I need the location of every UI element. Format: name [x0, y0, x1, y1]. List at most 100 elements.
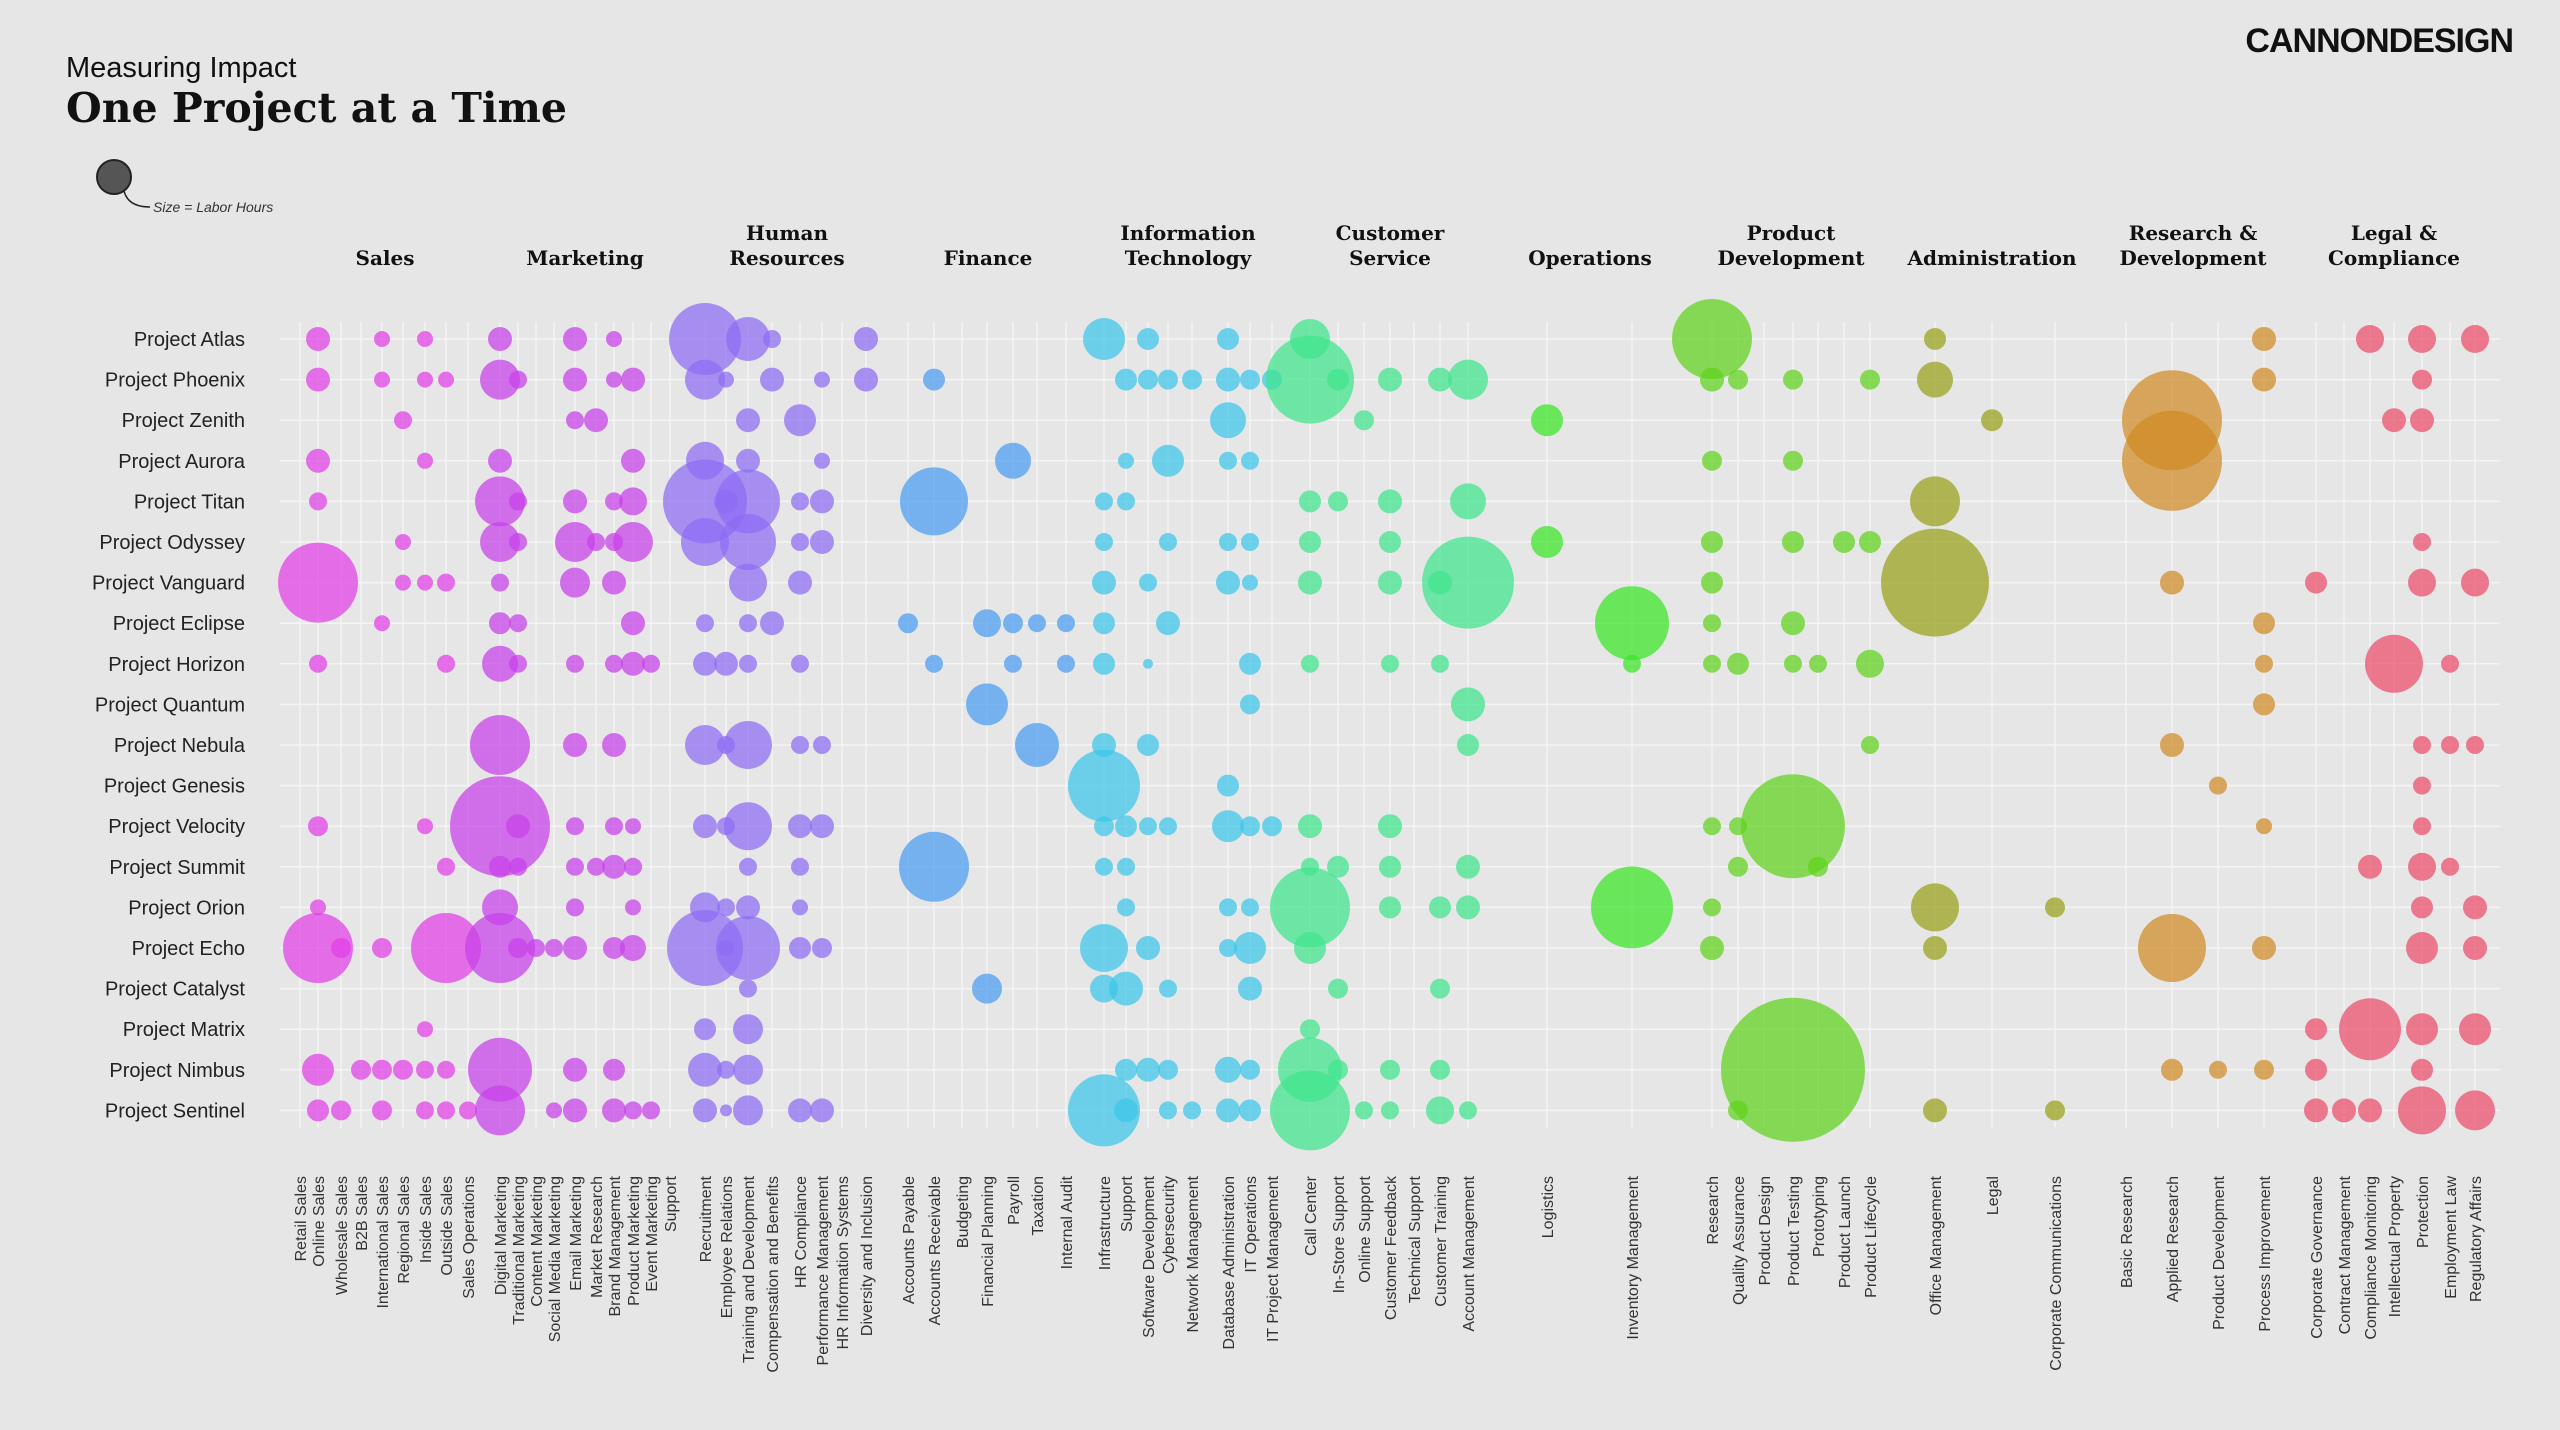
bubble	[1459, 1101, 1477, 1120]
bubble	[729, 563, 767, 602]
function-label: Wholesale Sales	[334, 1176, 351, 1295]
bubble	[1327, 855, 1349, 878]
bubble	[791, 857, 809, 876]
function-label: Brand Management	[607, 1175, 624, 1316]
bubble	[2358, 1098, 2382, 1123]
bubble	[1450, 483, 1486, 520]
bubble	[1856, 649, 1884, 678]
bubble	[2252, 936, 2276, 960]
bubble	[587, 857, 605, 876]
bubble	[563, 367, 587, 392]
bubble	[1741, 774, 1845, 879]
bubble	[973, 609, 1001, 638]
bubble	[1057, 614, 1075, 633]
department-header: Information Technology	[1120, 221, 1256, 270]
function-label: Employment Law	[2443, 1176, 2460, 1299]
bubble	[1117, 898, 1135, 917]
function-label: Taxation	[1030, 1176, 1047, 1236]
bubble	[814, 452, 830, 469]
bubble	[1378, 814, 1402, 839]
bubble	[1859, 531, 1881, 553]
department-header: Marketing	[526, 246, 644, 270]
bubble	[563, 1057, 587, 1082]
project-label: Project Echo	[132, 938, 245, 960]
function-label: Regulatory Affairs	[2468, 1176, 2485, 1302]
bubble	[2305, 1018, 2327, 1041]
function-label: Email Marketing	[568, 1176, 585, 1291]
function-label: Recruitment	[698, 1175, 715, 1262]
bubble	[605, 492, 623, 511]
bubble	[1159, 1101, 1177, 1120]
bubble	[437, 573, 455, 592]
size-legend: Size = Labor Hours	[96, 159, 273, 215]
bubble	[788, 570, 812, 595]
function-label: HR Compliance	[793, 1176, 810, 1288]
bubble	[1210, 402, 1246, 439]
bubble	[527, 939, 545, 957]
project-label: Project Genesis	[104, 776, 245, 798]
department-header: Human Resources	[729, 221, 844, 270]
bubble	[736, 895, 760, 920]
bubble	[2461, 568, 2489, 597]
bubble	[1212, 810, 1244, 843]
bubble	[437, 1101, 455, 1120]
bubble	[437, 654, 455, 673]
bubble	[506, 814, 530, 839]
bubble	[1378, 489, 1402, 514]
bubble	[306, 367, 330, 392]
bubble	[625, 899, 641, 916]
bubble	[812, 938, 832, 958]
bubble	[602, 854, 626, 879]
bubble	[509, 614, 527, 633]
function-label: Performance Management	[815, 1175, 832, 1365]
bubble	[1240, 816, 1260, 837]
bubble	[1702, 450, 1722, 471]
bubble	[1239, 1099, 1261, 1122]
bubble	[724, 802, 772, 851]
bubble	[2413, 533, 2431, 551]
bubble	[509, 370, 527, 389]
bubble	[1531, 404, 1563, 437]
bubble	[923, 368, 945, 391]
bubble	[1094, 816, 1114, 837]
bubble	[1136, 1057, 1160, 1082]
bubble	[395, 574, 411, 591]
bubble	[1456, 854, 1480, 879]
project-label: Project Zenith	[122, 410, 245, 432]
bubble	[2413, 776, 2431, 795]
function-label: Internal Audit	[1059, 1175, 1076, 1269]
bubble	[733, 1095, 763, 1126]
bubble	[331, 1100, 351, 1121]
function-label: Online Support	[1357, 1175, 1374, 1282]
bubble	[814, 371, 830, 388]
bubble	[1781, 611, 1805, 636]
bubble	[810, 530, 834, 554]
bubble	[688, 1052, 722, 1087]
bubble	[1381, 654, 1399, 673]
bubble	[2466, 736, 2484, 754]
bubble	[760, 611, 784, 636]
bubble	[1182, 369, 1202, 390]
function-label: Prototyping	[1811, 1176, 1828, 1257]
bubble	[1240, 369, 1260, 390]
function-label: Regional Sales	[396, 1176, 413, 1284]
bubble	[1057, 654, 1075, 673]
bubble	[2209, 776, 2227, 795]
bubble	[1118, 452, 1134, 469]
bubble	[331, 938, 351, 958]
bubble	[283, 913, 353, 983]
bubble	[475, 476, 525, 527]
bubble	[2254, 1059, 2274, 1080]
bubble	[393, 1059, 413, 1080]
bubble	[995, 442, 1031, 479]
project-label: Project Summit	[109, 857, 245, 879]
bubble	[509, 857, 527, 876]
function-label: Corporate Communications	[2048, 1176, 2065, 1371]
bubble	[739, 614, 757, 633]
bubble	[566, 898, 584, 917]
bubble	[1429, 896, 1451, 919]
bubble	[1784, 654, 1802, 673]
bubble	[619, 487, 647, 516]
bubble	[788, 1098, 812, 1123]
bubble	[602, 733, 626, 757]
